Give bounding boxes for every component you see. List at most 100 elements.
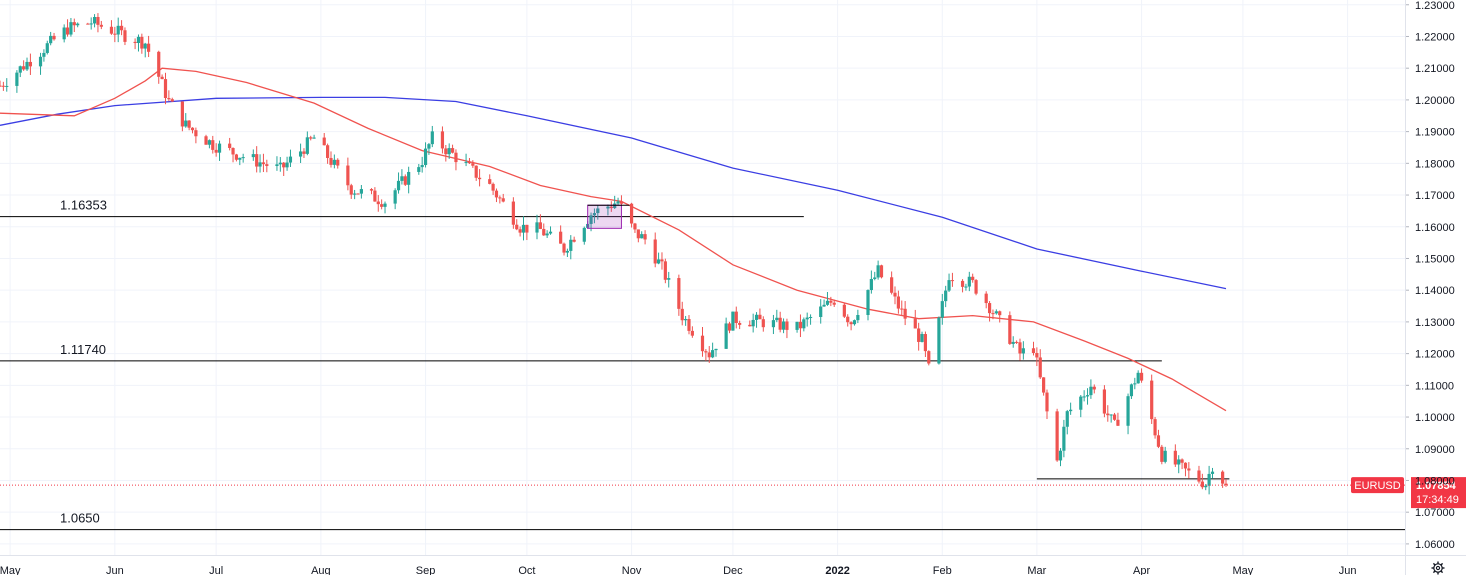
candle-body [525,224,529,233]
x-tick-label: Aug [311,565,331,575]
candle-body [427,144,431,149]
y-tick-label: 1.07000 [1415,507,1455,519]
x-tick-label: Sep [416,565,436,575]
candle-body [228,143,232,148]
candle-body [113,33,117,35]
candle-body [893,292,897,297]
candles [0,13,1228,495]
candle-body [109,26,114,34]
candle-body [1150,380,1154,420]
candle-body [1102,389,1107,414]
candle-body [464,161,468,163]
y-tick-label: 1.23000 [1415,0,1455,12]
gear-icon[interactable] [1431,561,1445,575]
candle-body [261,162,266,165]
y-tick-label: 1.10000 [1415,412,1455,424]
candle-body [754,314,759,320]
candle-body [207,140,211,145]
candle-body [454,152,458,163]
candle-body [187,120,191,128]
candle-body [204,136,208,145]
candle-body [214,149,218,153]
candle-body [184,120,188,127]
candle-body [22,66,26,70]
candle-body [616,201,620,204]
candle-body [45,43,49,53]
candle-body [1045,392,1049,412]
candle-body [49,35,53,44]
candle-body [896,296,900,309]
candle-body [1,85,5,87]
candle-body [582,227,586,242]
candle-body [376,201,380,205]
candle-body [430,131,434,145]
candle-body [1133,383,1137,385]
candle-body [656,259,661,264]
x-tick-label: Mar [1027,565,1046,575]
candle-body [984,293,988,304]
candle-body [190,127,195,131]
candle-body [163,79,168,99]
candle-body [1062,426,1066,451]
candle-body [643,234,647,240]
candle-body [565,250,570,253]
candle-body [1221,471,1225,484]
candle-body [123,30,127,42]
candle-body [592,213,597,216]
candle-body [143,43,147,49]
candle-body [542,228,546,236]
pattern-box [587,204,622,229]
candle-body [18,66,22,73]
candle-body [920,334,924,342]
candle-body [900,308,904,310]
candle-body [133,41,137,44]
candle-body [748,324,752,327]
candle-body [690,330,694,336]
candle-body [1021,348,1025,354]
candle-body [950,280,955,282]
candle-body [467,161,472,164]
candle-body [160,76,164,80]
last-price-label: 1.07854 [1416,480,1457,492]
candle-body [255,154,259,167]
candle-body [1153,419,1157,436]
candle-body [640,234,644,239]
candle-body [28,61,32,67]
candle-body [38,56,43,67]
x-tick-label: Jun [106,565,124,575]
candle-body [180,101,184,127]
x-tick-label: Jun [1339,565,1357,575]
candle-body [1089,386,1093,396]
x-tick-label: Apr [1133,565,1150,575]
candle-body [805,317,809,320]
candle-body [1106,413,1110,416]
candle-body [944,290,948,302]
candle-body [1173,450,1177,465]
candle-body [25,61,29,70]
candle-body [538,222,542,229]
y-tick-label: 1.14000 [1415,285,1455,297]
candle-body [477,177,482,180]
candle-body [420,165,424,168]
candle-body [0,85,2,87]
candle-body [140,36,144,49]
candle-body [518,229,522,233]
y-tick-label: 1.17000 [1415,190,1455,202]
candle-body [312,137,316,139]
candle-body [241,157,245,159]
candle-body [873,277,877,279]
candle-body [700,335,705,352]
candle-body [265,164,269,166]
candle-body [302,151,306,154]
candle-body [1200,481,1204,488]
candle-body [589,215,593,224]
candle-body [69,22,73,35]
y-tick-label: 1.06000 [1415,539,1455,551]
candle-body [89,23,93,25]
candle-body [1163,450,1167,462]
y-tick-label: 1.15000 [1415,253,1455,265]
candle-body [852,320,857,325]
candle-body [781,321,786,330]
candle-body [947,280,951,291]
